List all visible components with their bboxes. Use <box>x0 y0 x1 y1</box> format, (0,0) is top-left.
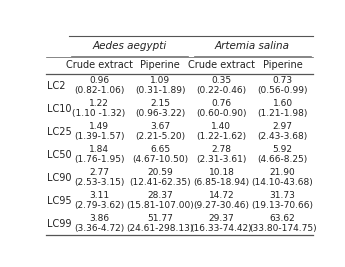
Text: (19.13-70.66): (19.13-70.66) <box>252 201 314 210</box>
Text: 1.84: 1.84 <box>89 145 109 154</box>
Text: 0.76: 0.76 <box>211 99 231 108</box>
Text: LC50: LC50 <box>47 150 71 160</box>
Text: (2.31-3.61): (2.31-3.61) <box>196 155 247 164</box>
Text: (2.43-3.68): (2.43-3.68) <box>257 132 308 141</box>
Text: (33.80-174.75): (33.80-174.75) <box>249 224 316 233</box>
Text: (0.56-0.99): (0.56-0.99) <box>257 86 308 95</box>
Text: (0.82-1.06): (0.82-1.06) <box>74 86 124 95</box>
Text: LC99: LC99 <box>47 219 71 229</box>
Text: 0.35: 0.35 <box>211 76 231 85</box>
Text: Artemia salina: Artemia salina <box>215 41 289 52</box>
Text: (14.10-43.68): (14.10-43.68) <box>252 178 314 187</box>
Text: (4.66-8.25): (4.66-8.25) <box>257 155 308 164</box>
Text: 51.77: 51.77 <box>147 214 173 223</box>
Text: 31.73: 31.73 <box>270 191 296 201</box>
Text: 28.37: 28.37 <box>147 191 173 201</box>
Text: LC25: LC25 <box>47 127 72 137</box>
Text: (1.22-1.62): (1.22-1.62) <box>196 132 246 141</box>
Text: 6.65: 6.65 <box>150 145 170 154</box>
Text: 2.78: 2.78 <box>211 145 231 154</box>
Text: 3.86: 3.86 <box>89 214 109 223</box>
Text: 5.92: 5.92 <box>273 145 293 154</box>
Text: 1.09: 1.09 <box>150 76 170 85</box>
Text: 2.77: 2.77 <box>89 168 109 177</box>
Text: 0.73: 0.73 <box>273 76 293 85</box>
Text: (1.10 -1.32): (1.10 -1.32) <box>72 109 126 118</box>
Text: 1.22: 1.22 <box>89 99 109 108</box>
Text: (9.27-30.46): (9.27-30.46) <box>194 201 249 210</box>
Text: LC2: LC2 <box>47 81 65 91</box>
Text: (2.53-3.15): (2.53-3.15) <box>74 178 124 187</box>
Text: (4.67-10.50): (4.67-10.50) <box>132 155 188 164</box>
Text: (24.61-298.13): (24.61-298.13) <box>127 224 194 233</box>
Text: (16.33-74.42): (16.33-74.42) <box>191 224 252 233</box>
Text: (0.60-0.90): (0.60-0.90) <box>196 109 247 118</box>
Text: Piperine: Piperine <box>140 60 180 70</box>
Text: (12.41-62.35): (12.41-62.35) <box>129 178 191 187</box>
Text: 1.60: 1.60 <box>273 99 293 108</box>
Text: LC90: LC90 <box>47 173 71 183</box>
Text: 21.90: 21.90 <box>270 168 295 177</box>
Text: 3.11: 3.11 <box>89 191 109 201</box>
Text: (1.76-1.95): (1.76-1.95) <box>74 155 124 164</box>
Text: (2.21-5.20): (2.21-5.20) <box>135 132 185 141</box>
Text: 2.15: 2.15 <box>150 99 170 108</box>
Text: 63.62: 63.62 <box>270 214 295 223</box>
Text: 2.97: 2.97 <box>273 122 293 131</box>
Text: (3.36-4.72): (3.36-4.72) <box>74 224 124 233</box>
Text: (6.85-18.94): (6.85-18.94) <box>193 178 249 187</box>
Text: (15.81-107.00): (15.81-107.00) <box>126 201 194 210</box>
Text: 3.67: 3.67 <box>150 122 170 131</box>
Text: 1.40: 1.40 <box>211 122 231 131</box>
Text: LC95: LC95 <box>47 196 71 206</box>
Text: 1.49: 1.49 <box>89 122 109 131</box>
Text: 29.37: 29.37 <box>209 214 234 223</box>
Text: (0.31-1.89): (0.31-1.89) <box>135 86 186 95</box>
Text: (1.39-1.57): (1.39-1.57) <box>74 132 124 141</box>
Text: (0.96-3.22): (0.96-3.22) <box>135 109 185 118</box>
Text: Crude extract: Crude extract <box>66 60 132 70</box>
Text: (0.22-0.46): (0.22-0.46) <box>196 86 246 95</box>
Text: Piperine: Piperine <box>263 60 303 70</box>
Text: Crude extract: Crude extract <box>188 60 255 70</box>
Text: 10.18: 10.18 <box>208 168 234 177</box>
Text: Aedes aegypti: Aedes aegypti <box>92 41 167 52</box>
Text: 14.72: 14.72 <box>209 191 234 201</box>
Text: LC10: LC10 <box>47 104 71 114</box>
Text: (1.21-1.98): (1.21-1.98) <box>257 109 308 118</box>
Text: 0.96: 0.96 <box>89 76 109 85</box>
Text: (2.79-3.62): (2.79-3.62) <box>74 201 124 210</box>
Text: 20.59: 20.59 <box>147 168 173 177</box>
